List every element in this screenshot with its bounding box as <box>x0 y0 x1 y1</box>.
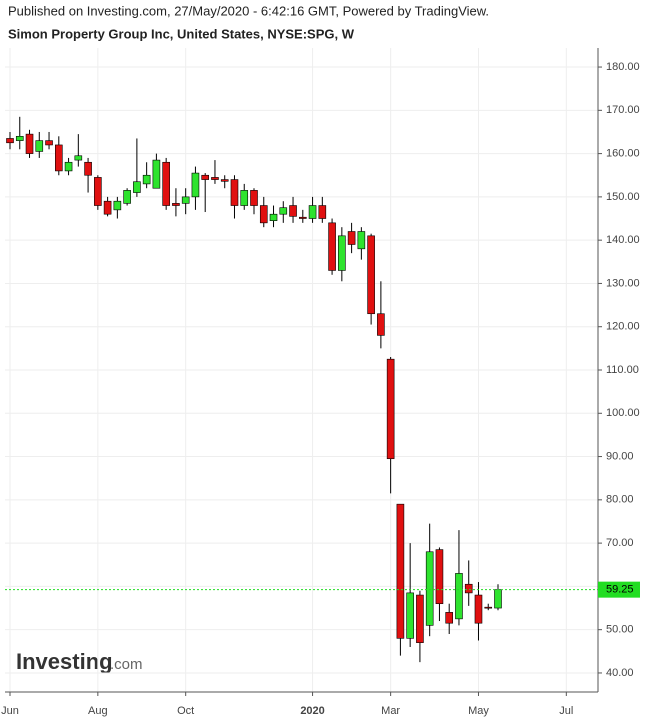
y-tick-label: 170.00 <box>606 104 640 116</box>
candle-body <box>445 612 454 624</box>
y-tick-label: 140.00 <box>606 234 640 246</box>
y-tick-label: 180.00 <box>606 61 640 73</box>
candle-body <box>328 222 336 271</box>
candle-body <box>377 313 385 336</box>
y-tick-label: 80.00 <box>606 494 634 506</box>
candle-body <box>318 205 327 219</box>
y-tick-label: 70.00 <box>606 537 634 549</box>
candle-body <box>464 583 473 594</box>
chart-header: Published on Investing.com, 27/May/2020 … <box>8 3 489 18</box>
x-tick-label: May <box>468 705 489 717</box>
x-tick-label: Mar <box>381 705 400 717</box>
candle-body <box>35 140 44 152</box>
candle-body <box>230 179 239 206</box>
candle-body <box>103 200 112 215</box>
candle-body <box>406 592 414 639</box>
last-price-box <box>598 581 640 598</box>
y-tick-label: 100.00 <box>606 407 640 419</box>
candle-body <box>25 133 34 154</box>
candle-body <box>15 135 24 141</box>
candle-body <box>74 155 83 161</box>
y-tick-label: 160.00 <box>606 148 640 160</box>
candle-body <box>191 172 200 198</box>
candle-body <box>54 144 63 172</box>
candle-body <box>162 161 170 206</box>
y-tick-label: 120.00 <box>606 321 640 333</box>
x-tick-label: Oct <box>177 705 194 717</box>
candle-body <box>494 589 502 609</box>
candle-body <box>474 594 483 624</box>
watermark-suffix: .com <box>110 656 143 673</box>
candle-body <box>45 140 53 146</box>
candle-body <box>308 205 317 219</box>
candle-body <box>338 235 346 271</box>
candle-body <box>6 138 14 144</box>
y-tick-label: 50.00 <box>606 624 634 636</box>
y-tick-label: 40.00 <box>606 667 634 679</box>
candle-body <box>416 594 424 643</box>
candle-body <box>240 190 249 206</box>
candle-body <box>250 190 258 206</box>
candle-body <box>484 606 493 609</box>
x-tick-label: Aug <box>88 705 108 717</box>
candle-body <box>298 216 307 219</box>
watermark: Investing <box>16 649 113 674</box>
candle-body <box>181 196 190 204</box>
candle-body <box>220 179 229 182</box>
candle-body <box>133 181 141 193</box>
y-tick-label: 150.00 <box>606 191 640 203</box>
candle-body <box>211 177 219 180</box>
candle-body <box>201 174 209 180</box>
candle-body <box>123 190 131 204</box>
candle-body <box>367 235 375 315</box>
candle-body <box>142 174 151 185</box>
candle-body <box>64 161 73 172</box>
candle-body <box>455 573 463 620</box>
candle-body <box>94 177 102 206</box>
candle-body <box>435 549 444 605</box>
candle-body <box>386 358 395 460</box>
candle-body <box>152 159 161 189</box>
candle-body <box>113 200 122 211</box>
x-tick-label: 2020 <box>300 705 324 717</box>
candle-body <box>84 161 92 176</box>
chart-title: Simon Property Group Inc, United States,… <box>8 26 355 41</box>
candle-body <box>396 503 405 639</box>
last-price-label: 59.25 <box>606 584 634 596</box>
x-tick-label: Jul <box>559 705 573 717</box>
candle-body <box>279 207 288 215</box>
candle-body <box>425 551 434 626</box>
candle-body <box>172 203 180 206</box>
candle-body <box>357 231 366 250</box>
candle-body <box>269 213 278 221</box>
y-tick-label: 90.00 <box>606 450 634 462</box>
candle-body <box>289 205 297 217</box>
candle-body <box>347 231 356 245</box>
y-tick-label: 110.00 <box>606 364 639 376</box>
x-tick-label: Jun <box>1 705 19 717</box>
candle-body <box>259 205 268 224</box>
y-tick-label: 130.00 <box>606 277 640 289</box>
